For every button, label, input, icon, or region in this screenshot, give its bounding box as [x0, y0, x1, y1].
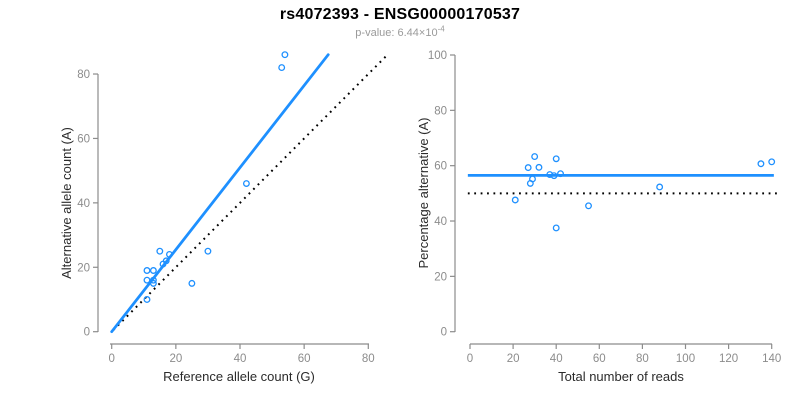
- y-tick-label: 0: [84, 327, 90, 339]
- figure-subtitle: p-value: 6.44×10-4: [0, 24, 800, 39]
- y-tick-label: 20: [434, 271, 447, 283]
- x-tick-label: 140: [762, 353, 781, 365]
- y-axis-title: Percentage alternative (A): [416, 117, 431, 268]
- identity-line: [112, 55, 387, 331]
- data-point: [143, 296, 151, 303]
- fit-line: [110, 53, 330, 334]
- data-point: [188, 279, 196, 287]
- data-point: [165, 250, 173, 258]
- pvalue-text: p-value: 6.44×10: [355, 27, 438, 39]
- data-point: [278, 64, 286, 72]
- x-tick-label: 120: [719, 353, 738, 365]
- data-point: [143, 276, 151, 284]
- data-point: [552, 224, 560, 232]
- data-point: [156, 247, 164, 255]
- figure-title: rs4072393 - ENSG00000170537: [279, 6, 521, 23]
- data-point: [149, 276, 157, 284]
- data-point: [557, 170, 564, 178]
- data-point: [524, 164, 532, 172]
- x-tick-label: 0: [108, 353, 114, 365]
- data-point: [550, 172, 558, 180]
- x-axis-title: Total number of reads: [558, 369, 684, 384]
- y-tick-label: 60: [434, 161, 447, 173]
- x-tick-label: 40: [550, 353, 563, 365]
- x-tick-label: 80: [362, 353, 375, 365]
- pvalue-exponent: -4: [437, 24, 445, 34]
- y-tick-label: 100: [428, 50, 447, 62]
- x-tick-label: 100: [676, 353, 695, 365]
- x-tick-label: 40: [234, 353, 247, 365]
- x-tick-label: 20: [507, 353, 520, 365]
- data-point: [143, 267, 151, 274]
- data-point: [149, 279, 157, 287]
- y-tick-label: 80: [77, 69, 90, 81]
- y-tick-label: 80: [434, 105, 447, 117]
- x-tick-label: 60: [593, 353, 606, 365]
- y-tick-label: 40: [77, 198, 90, 210]
- y-tick-label: 0: [441, 327, 447, 339]
- right-plot: 0 20 40 60 80 100 120 140 0 20 40 60 80 100 Total numb…: [416, 50, 781, 384]
- data-point: [546, 171, 554, 178]
- data-point: [162, 257, 170, 265]
- x-tick-label: 0: [467, 353, 473, 365]
- y-tick-label: 40: [434, 216, 447, 228]
- data-point: [531, 153, 539, 160]
- data-point: [281, 51, 289, 59]
- data-point: [242, 180, 250, 187]
- x-axis-title: Reference allele count (G): [163, 369, 315, 384]
- x-tick-label: 60: [298, 353, 311, 365]
- figure-header: rs4072393 - ENSG00000170537 p-value: 6.4…: [0, 0, 800, 39]
- y-tick-label: 60: [77, 133, 90, 145]
- data-point: [757, 160, 765, 168]
- data-point: [204, 247, 212, 255]
- data-point: [656, 183, 664, 191]
- data-point: [149, 267, 157, 274]
- left-plot: 0 20 40 60 80 0 20 40 60 80 Reference allele count…: [59, 51, 387, 384]
- y-axis-title: Alternative allele count (A): [59, 127, 74, 279]
- data-point: [526, 179, 534, 187]
- data-point: [768, 158, 776, 166]
- x-tick-label: 20: [169, 353, 182, 365]
- data-point: [552, 155, 560, 163]
- data-point: [511, 196, 519, 204]
- y-tick-label: 20: [77, 262, 90, 274]
- x-tick-label: 80: [636, 353, 649, 365]
- data-point: [585, 202, 592, 210]
- data-point: [535, 163, 543, 171]
